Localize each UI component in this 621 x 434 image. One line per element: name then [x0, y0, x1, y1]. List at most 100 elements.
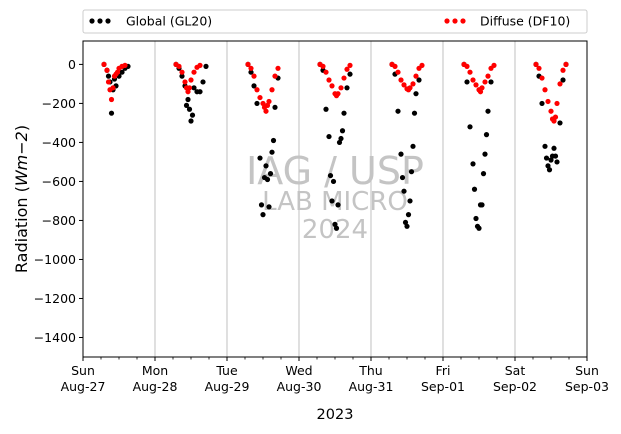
data-point-1-68	[482, 79, 488, 85]
data-point-0-70	[411, 110, 418, 116]
data-point-0-40	[272, 104, 278, 110]
data-point-1-4	[108, 96, 115, 103]
data-point-1-32	[266, 98, 272, 105]
legend-label-diffuse: Diffuse (DF10)	[480, 14, 570, 29]
data-point-0-18	[186, 106, 193, 112]
series-1	[101, 61, 569, 124]
x-tick-day-7: Sun	[575, 363, 599, 378]
data-point-1-11	[122, 62, 128, 68]
x-tick-day-2: Tue	[215, 363, 238, 378]
data-point-0-76	[470, 161, 476, 167]
data-point-0-94	[546, 167, 553, 173]
data-point-0-27	[248, 69, 254, 75]
data-point-0-83	[480, 171, 487, 177]
data-point-0-100	[557, 120, 563, 126]
data-point-0-24	[200, 79, 206, 85]
data-point-1-14	[179, 69, 185, 75]
y-tick-label-3: −600	[42, 174, 76, 189]
data-point-0-57	[347, 71, 353, 77]
data-point-0-97	[551, 145, 557, 151]
data-point-1-0	[101, 61, 107, 68]
data-point-1-43	[335, 91, 341, 97]
data-point-0-17	[185, 96, 191, 103]
data-point-0-62	[399, 174, 406, 181]
x-tick-date-2: Aug-29	[205, 379, 250, 394]
data-point-1-33	[269, 87, 275, 93]
data-point-1-30	[263, 108, 269, 114]
data-point-1-49	[392, 63, 398, 69]
data-point-1-80	[552, 114, 559, 120]
data-point-1-17	[185, 89, 191, 95]
data-point-0-38	[269, 149, 275, 155]
data-point-1-2	[105, 79, 112, 85]
data-point-1-44	[338, 85, 344, 91]
data-point-1-79	[551, 118, 557, 124]
data-point-1-52	[401, 82, 407, 88]
data-point-0-80	[476, 225, 482, 231]
x-tick-day-1: Mon	[142, 363, 168, 378]
data-point-0-75	[467, 124, 473, 130]
data-point-1-25	[251, 73, 257, 79]
data-point-0-31	[258, 202, 265, 208]
x-tick-date-0: Aug-27	[61, 379, 106, 394]
data-point-0-44	[323, 106, 329, 112]
watermark-line-0: IAG / USP	[246, 149, 424, 193]
data-point-0-72	[416, 77, 422, 83]
data-point-0-20	[189, 112, 196, 118]
data-point-1-46	[344, 66, 350, 72]
data-point-1-83	[560, 67, 566, 73]
data-point-1-59	[419, 62, 425, 68]
data-point-0-84	[482, 151, 488, 157]
data-point-0-35	[264, 176, 271, 183]
data-point-1-62	[467, 69, 473, 75]
data-point-0-21	[191, 85, 197, 91]
y-tick-label-0: 0	[68, 57, 76, 72]
data-point-1-5	[110, 85, 116, 91]
data-point-1-73	[536, 65, 542, 71]
data-point-0-74	[464, 79, 470, 85]
data-point-0-32	[260, 212, 266, 218]
data-point-1-28	[260, 100, 266, 107]
data-point-1-77	[548, 108, 554, 114]
data-point-0-87	[488, 79, 494, 85]
data-point-0-16	[183, 102, 190, 108]
data-point-0-36	[266, 204, 272, 210]
data-point-1-81	[554, 100, 560, 107]
data-point-0-23	[197, 89, 203, 95]
data-point-1-18	[186, 85, 193, 91]
data-point-0-56	[344, 85, 350, 91]
data-point-1-47	[347, 62, 353, 68]
data-point-1-64	[473, 82, 479, 88]
data-point-1-23	[245, 61, 251, 68]
data-point-0-60	[395, 108, 401, 114]
data-point-1-56	[410, 81, 416, 87]
data-point-1-24	[248, 65, 254, 71]
data-point-1-26	[254, 87, 260, 93]
data-point-0-4	[108, 110, 115, 116]
data-point-0-49	[332, 221, 338, 227]
data-point-1-61	[464, 63, 470, 69]
data-point-0-2	[105, 73, 112, 79]
y-tick-label-5: −1000	[34, 252, 76, 267]
legend-item-global: Global (GL20)	[89, 14, 212, 29]
data-point-1-19	[188, 77, 194, 83]
y-tick-label-4: −800	[42, 213, 76, 228]
data-point-0-95	[548, 157, 554, 163]
x-tick-day-0: Sun	[71, 363, 95, 378]
data-point-1-20	[191, 69, 197, 75]
data-point-1-13	[176, 63, 182, 69]
data-point-1-57	[413, 73, 419, 79]
data-point-1-8	[114, 69, 121, 75]
y-axis: 0 −200 −400 −600 −800 −1000 −1200 −1400	[34, 57, 83, 345]
data-point-0-86	[485, 108, 491, 114]
data-point-0-37	[267, 171, 274, 177]
data-point-0-45	[326, 133, 332, 140]
data-point-0-61	[398, 151, 404, 157]
data-point-0-66	[405, 212, 412, 218]
data-point-0-63	[401, 188, 407, 194]
data-point-1-37	[320, 63, 326, 69]
data-point-0-101	[560, 77, 566, 83]
data-point-0-46	[327, 172, 334, 179]
